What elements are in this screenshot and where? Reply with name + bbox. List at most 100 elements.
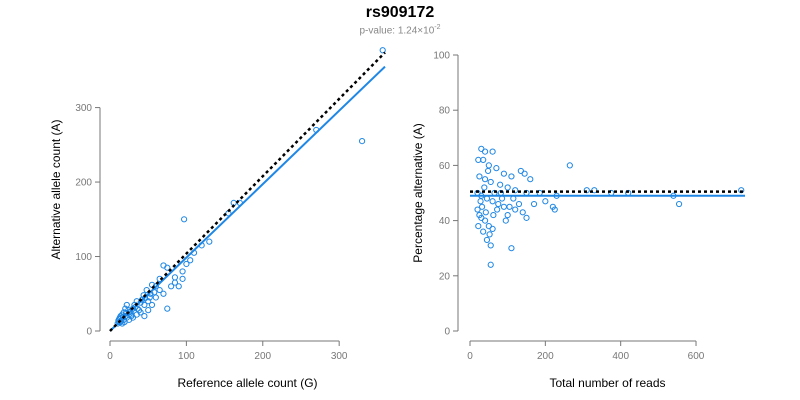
right-point [485, 162, 492, 169]
right-point [476, 173, 483, 180]
right-points [474, 145, 745, 268]
left-point [171, 279, 179, 286]
right-point [542, 198, 549, 205]
left-x-tick-label: 100 [178, 351, 195, 362]
left-y-tick-label: 100 [75, 252, 92, 263]
right-point [519, 209, 526, 216]
percentage-scatter: 0 200 400 600 0 20 40 60 80 100 Total number of re… [411, 51, 745, 390]
right-x-tick-label: 0 [467, 351, 473, 362]
left-point [175, 283, 182, 290]
left-point [168, 283, 175, 290]
right-point [495, 200, 502, 208]
left-point [187, 257, 194, 264]
right-x-tick-label: 600 [688, 351, 705, 362]
right-point [481, 176, 489, 183]
right-point [494, 206, 501, 213]
right-point [483, 236, 491, 244]
left-point [179, 268, 186, 275]
left-x-tick-label: 200 [254, 351, 271, 362]
right-point [512, 187, 519, 194]
left-x-tick-label: 300 [331, 351, 348, 362]
right-point [500, 203, 508, 210]
right-point [484, 167, 492, 175]
left-x-axis-title: Reference allele count (G) [177, 376, 317, 390]
left-point [179, 275, 186, 282]
right-point [527, 176, 534, 183]
left-y-tick-label: 300 [75, 103, 92, 114]
left-point [148, 301, 156, 309]
left-expected-line [109, 51, 386, 332]
chart-subtitle: p-value: 1.24×10-2 [0, 24, 800, 36]
right-point [475, 223, 482, 230]
right-x-axis-title: Total number of reads [549, 376, 665, 390]
right-point [481, 217, 489, 224]
right-y-tick-label: 40 [439, 216, 451, 227]
right-x-tick-label: 400 [612, 351, 629, 362]
left-point [160, 290, 167, 297]
right-point [474, 206, 481, 213]
left-point [121, 318, 128, 326]
right-point [530, 200, 538, 208]
left-point [183, 260, 190, 268]
right-y-axis: 0 20 40 60 80 100 [433, 51, 459, 338]
right-point [504, 211, 511, 219]
left-point [379, 47, 386, 54]
right-point [487, 242, 494, 249]
right-point [591, 187, 598, 194]
right-point [566, 162, 573, 169]
left-fit-line [109, 65, 386, 332]
right-point [487, 178, 494, 186]
left-points [114, 47, 386, 327]
right-point [508, 173, 515, 180]
right-y-tick-label: 20 [439, 271, 451, 282]
right-point [500, 170, 508, 177]
right-point [523, 214, 530, 221]
left-y-axis: 0 100 200 300 [75, 103, 101, 338]
right-point [497, 181, 504, 188]
left-point [141, 313, 148, 320]
right-point [502, 217, 509, 224]
right-x-tick-label: 200 [537, 351, 554, 362]
right-point [490, 211, 497, 219]
right-y-axis-title: Percentage alternative (A) [411, 123, 425, 262]
left-point [146, 294, 153, 301]
left-point [160, 262, 167, 269]
right-point [487, 261, 494, 268]
right-point [551, 206, 558, 213]
left-point [137, 309, 144, 316]
p-value-text: p-value: 1.24×10 [359, 25, 435, 37]
right-point [512, 206, 519, 213]
left-y-tick-label: 200 [75, 178, 92, 189]
right-point [521, 170, 528, 177]
right-y-tick-label: 100 [433, 51, 450, 62]
chart-title: rs909172 [365, 4, 435, 21]
left-point [180, 216, 188, 223]
p-value-exponent: -2 [434, 24, 441, 31]
right-y-tick-label: 60 [439, 161, 451, 172]
left-x-axis: 0 100 200 300 [107, 340, 348, 362]
right-point [504, 184, 511, 191]
left-point [122, 305, 129, 312]
left-point [129, 314, 137, 321]
left-point [164, 305, 171, 312]
left-y-axis-title: Alternative allele count (A) [49, 119, 63, 259]
right-point [489, 225, 496, 232]
left-point [134, 305, 141, 312]
right-point [493, 165, 500, 172]
left-point [128, 313, 135, 320]
right-point [515, 200, 523, 208]
left-point [206, 238, 213, 245]
left-point [171, 274, 179, 281]
right-point [506, 203, 513, 210]
right-point [481, 148, 489, 155]
right-x-axis: 0 200 400 600 [467, 340, 705, 362]
right-point [482, 209, 489, 216]
left-point [152, 294, 159, 301]
right-point [675, 200, 683, 208]
right-point [489, 198, 496, 205]
left-point [156, 286, 163, 294]
left-x-tick-label: 0 [107, 351, 113, 362]
left-point [358, 137, 366, 145]
right-point [480, 228, 487, 235]
